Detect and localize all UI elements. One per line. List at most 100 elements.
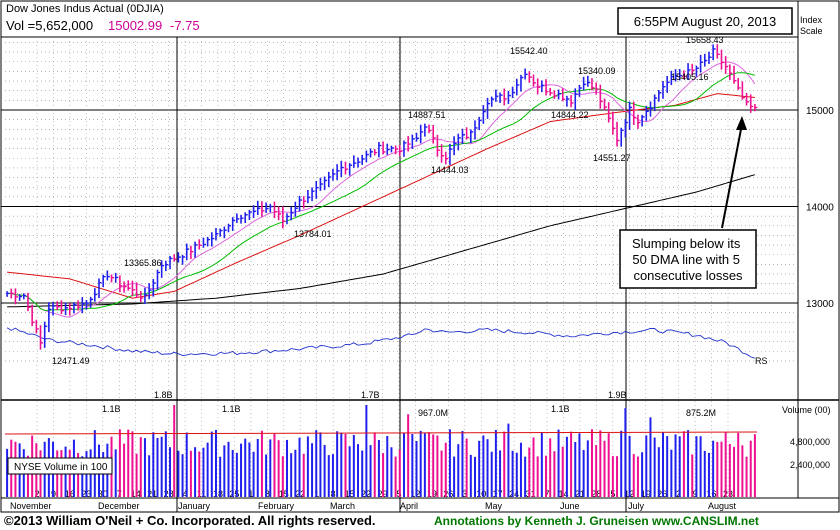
price-bar — [444, 151, 449, 165]
price-bar — [461, 128, 465, 144]
price-bar — [737, 78, 741, 90]
volume-average-line — [4, 431, 758, 435]
price-bar — [470, 129, 474, 144]
price-bar — [223, 226, 227, 239]
x-tick-label: 26 — [443, 489, 453, 499]
price-label: 15658.43 — [686, 35, 724, 45]
price-bar — [294, 201, 298, 217]
copyright: ©2013 William O'Neil + Co. Incorporated.… — [4, 513, 376, 528]
price-bar — [599, 84, 603, 109]
price-bar — [269, 203, 273, 213]
index-scale-label: Index Scale — [800, 15, 823, 36]
x-tick-label: 11 — [197, 489, 206, 499]
price-bar — [549, 87, 553, 96]
price-bar — [353, 155, 357, 168]
volume-label: 875.2M — [686, 408, 716, 418]
price-bar — [361, 154, 365, 165]
timestamp-box — [617, 7, 793, 35]
price-bar — [18, 294, 23, 301]
month-label: March — [330, 501, 355, 511]
annotation-text: Slumping below its 50 DMA line with 5 co… — [632, 236, 744, 283]
price-bar — [691, 63, 695, 76]
x-tick-label: 3 — [462, 489, 467, 499]
price-bar — [528, 71, 532, 83]
price-bar — [298, 195, 303, 212]
price-bar — [102, 274, 106, 288]
price-bar — [98, 278, 102, 299]
volume-label: 1.8B — [154, 390, 173, 400]
price-bar — [683, 70, 687, 80]
price-bar — [449, 143, 453, 165]
x-tick-label: 1 — [248, 489, 253, 499]
price-bar — [119, 275, 123, 293]
volume-label: 967.0M — [418, 408, 448, 418]
price-bar — [173, 254, 177, 262]
price-bar — [716, 44, 720, 59]
arrow-head — [736, 116, 747, 130]
price-bar — [453, 136, 457, 156]
price-bar — [532, 74, 536, 87]
price-bar — [474, 120, 478, 140]
price-bar — [545, 79, 549, 96]
price-bar — [490, 96, 495, 107]
x-tick-label: 19 — [427, 489, 437, 499]
price-bar — [382, 141, 386, 155]
price-bar — [574, 88, 578, 110]
price-bar — [152, 278, 156, 297]
price-bar — [240, 214, 244, 224]
price-bar — [570, 95, 574, 108]
price-bar — [227, 223, 232, 233]
price-bar — [332, 168, 336, 181]
price-bar — [177, 252, 181, 263]
price-bar — [89, 296, 94, 308]
volume-tick-2: 2,400,000 — [790, 460, 830, 470]
price-bar — [724, 56, 729, 74]
index-title: Dow Jones Indus Actual (0DJIA) — [6, 3, 164, 15]
price-bar — [749, 94, 754, 113]
price-bar — [386, 143, 390, 155]
price-bar — [31, 304, 35, 327]
price-bar — [645, 106, 649, 121]
price-bar — [127, 280, 131, 291]
price-bar — [595, 82, 599, 95]
price-change: -7.75 — [170, 18, 200, 33]
x-tick-label: 9 — [693, 489, 698, 499]
price-bar — [733, 65, 737, 84]
price-bar — [566, 95, 570, 107]
x-tick-label: 8 — [265, 489, 270, 499]
price-bar — [52, 301, 56, 316]
price-bar — [219, 228, 223, 237]
price-label: 15340.09 — [578, 66, 616, 76]
price-bar — [160, 260, 165, 278]
x-tick-label: 4 — [183, 489, 188, 499]
price-bar — [319, 177, 323, 191]
price-bar — [440, 144, 445, 163]
price-bar — [373, 149, 378, 156]
month-label: July — [628, 501, 645, 511]
price-bar — [6, 291, 10, 297]
price-bar — [348, 163, 353, 176]
price-bar — [394, 145, 399, 155]
price-bar — [252, 205, 257, 218]
price-bar — [43, 321, 48, 348]
price-bar — [81, 297, 85, 314]
x-tick-label: 24 — [509, 489, 519, 499]
price-bar — [139, 291, 144, 303]
price-bar — [156, 269, 160, 290]
price-bar — [357, 157, 361, 168]
price-bar — [424, 123, 428, 137]
price-bar — [486, 97, 491, 119]
price-bar — [123, 281, 127, 293]
price-bar — [327, 171, 332, 188]
price-bar — [674, 69, 679, 82]
price-bar — [131, 280, 135, 297]
price-label: 13365.86 — [124, 258, 162, 268]
price-bar — [56, 301, 60, 311]
y-tick-label: 15000 — [806, 106, 834, 117]
month-label: May — [485, 501, 503, 511]
price-bar — [60, 300, 64, 315]
price-bar — [495, 89, 499, 102]
price-bar — [114, 272, 119, 283]
price-bar — [607, 102, 612, 123]
price-bar — [741, 81, 745, 100]
